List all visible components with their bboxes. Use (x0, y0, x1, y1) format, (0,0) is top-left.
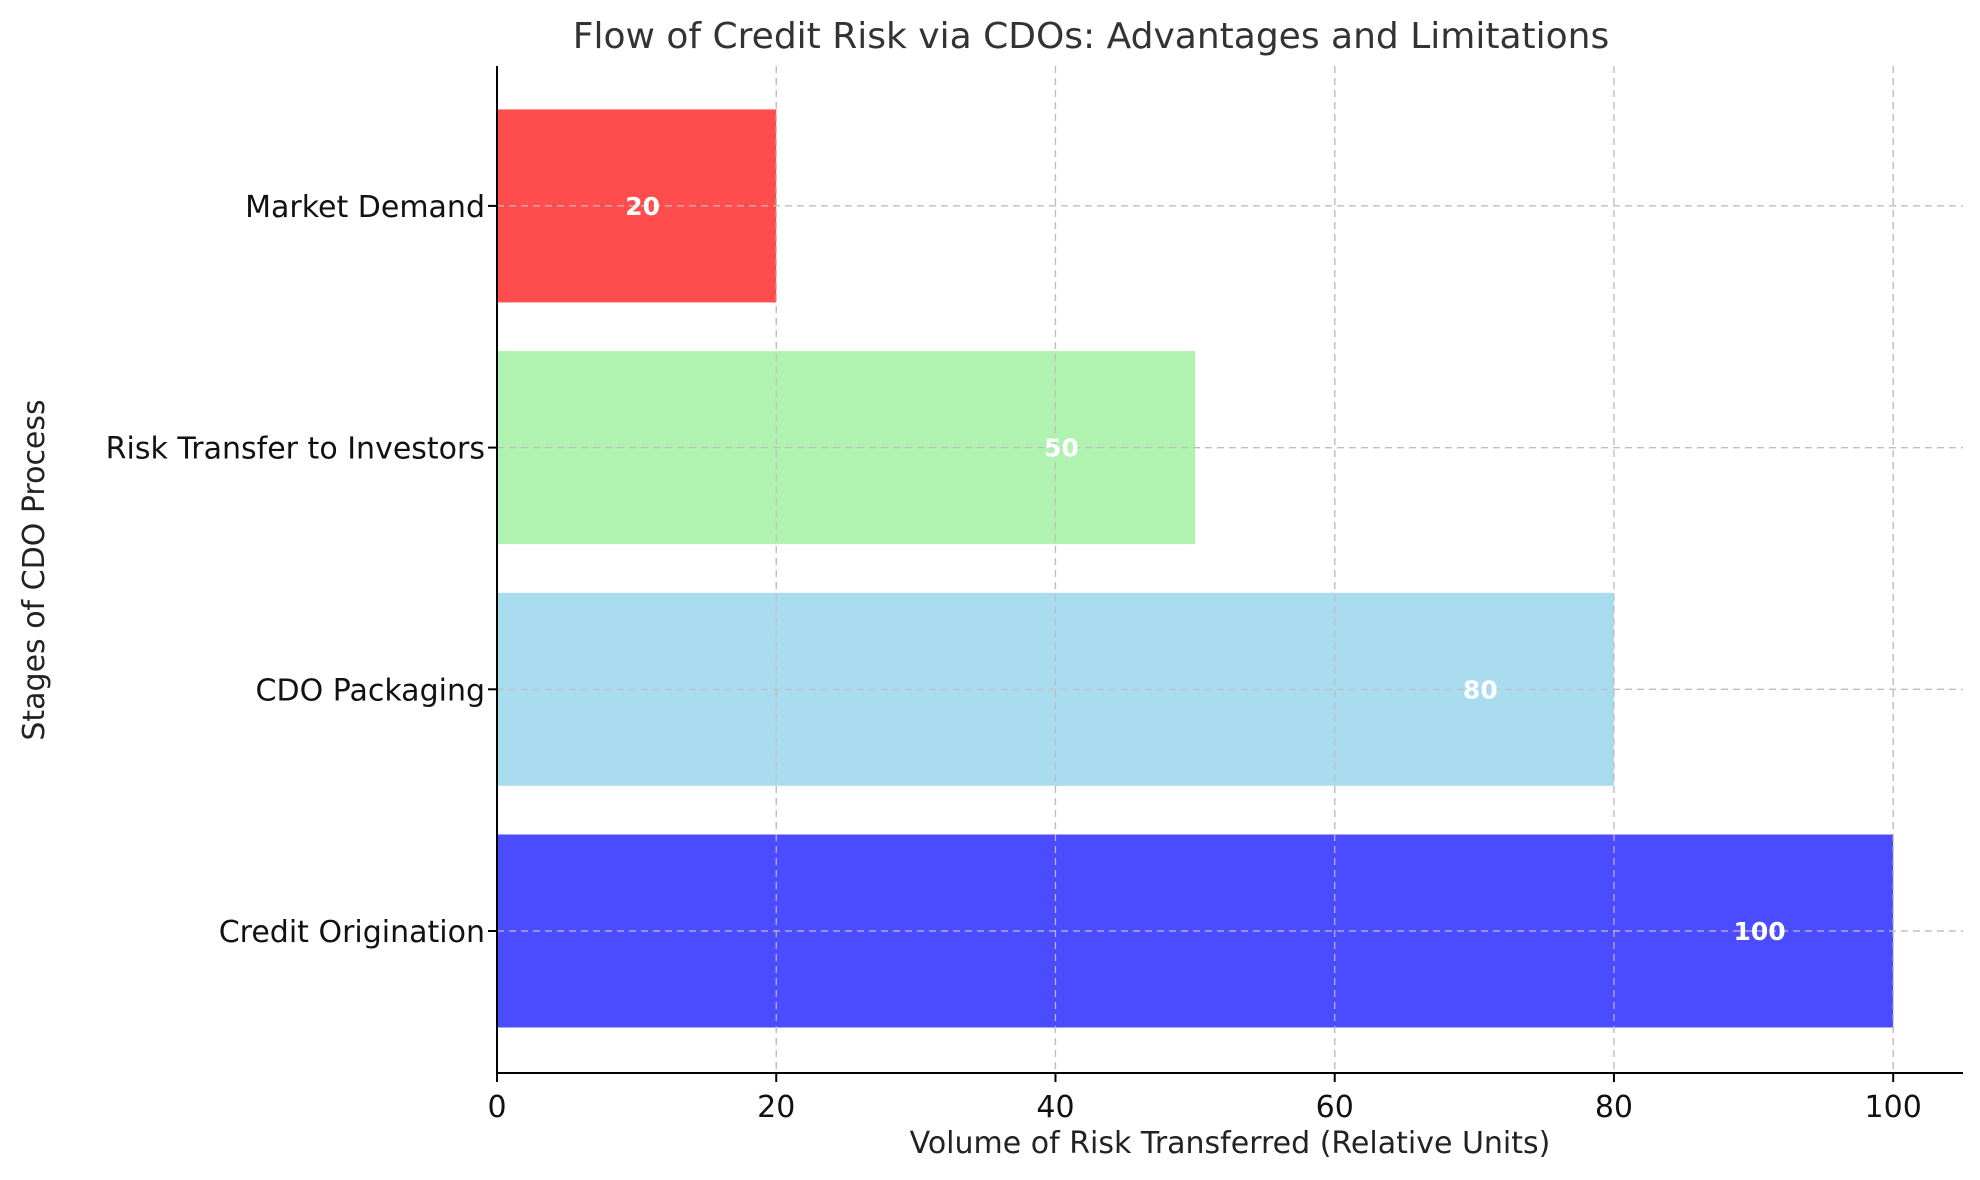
chart-title: Flow of Credit Risk via CDOs: Advantages… (573, 16, 1609, 57)
x-tick-label: 100 (1865, 1090, 1922, 1125)
x-tick-label: 40 (1036, 1090, 1074, 1125)
y-tick-label: Market Demand (245, 190, 485, 225)
y-tick-label: CDO Packaging (256, 673, 485, 708)
y-tick-label: Risk Transfer to Investors (106, 432, 485, 467)
grid-lines-overlay (496, 66, 1963, 1073)
y-axis-ticks: Credit Origination CDO Packaging Risk Tran… (106, 190, 497, 950)
bar-value-label: 20 (625, 192, 660, 221)
data-labels: 100 80 50 20 (625, 192, 1785, 946)
bars (497, 109, 1894, 1028)
x-tick-label: 60 (1316, 1090, 1354, 1125)
y-tick-label: Credit Origination (219, 915, 485, 950)
y-axis-label: Stages of CDO Process (17, 399, 52, 740)
x-tick-label: 80 (1595, 1090, 1633, 1125)
x-axis-ticks: 0 20 40 60 80 100 (487, 1073, 1922, 1125)
x-axis-label: Volume of Risk Transferred (Relative Uni… (910, 1126, 1551, 1161)
bar-value-label: 100 (1733, 917, 1785, 946)
bar-value-label: 80 (1463, 675, 1498, 704)
x-tick-label: 0 (487, 1090, 506, 1125)
bar-value-label: 50 (1044, 434, 1079, 463)
x-tick-label: 20 (757, 1090, 795, 1125)
